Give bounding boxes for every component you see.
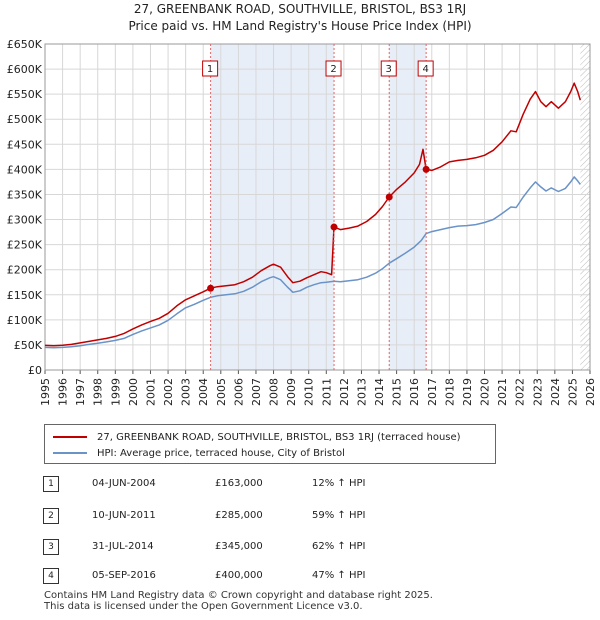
sale-hpi-change: 62% ↑ HPI — [312, 541, 366, 552]
sale-marker-box — [380, 60, 397, 77]
y-tick-label: £200K — [7, 264, 43, 277]
sale-marker-box — [417, 60, 434, 77]
x-tick-label: 2020 — [479, 378, 492, 406]
x-tick-label: 2001 — [144, 378, 157, 406]
sale-marker-number: 1 — [207, 64, 213, 75]
y-tick-label: £350K — [7, 188, 43, 201]
legend-swatch-hpi — [53, 452, 87, 454]
x-tick-label: 2009 — [285, 378, 298, 406]
sale-hpi-change: 47% ↑ HPI — [312, 570, 366, 581]
sales-table: 1 04-JUN-2004 £163,000 12% ↑ HPI 2 10-JU… — [0, 474, 600, 586]
chart-title-line1: 27, GREENBANK ROAD, SOUTHVILLE, BRISTOL,… — [133, 2, 467, 16]
hpi-line — [44, 176, 581, 349]
x-tick-label: 2015 — [391, 378, 404, 406]
sale-marker-number: 3 — [386, 64, 392, 75]
x-tick-label: 2025 — [566, 378, 579, 406]
legend: 27, GREENBANK ROAD, SOUTHVILLE, BRISTOL,… — [44, 424, 496, 464]
sale-number-badge: 1 — [43, 476, 59, 492]
x-tick-label: 1998 — [92, 378, 105, 406]
sale-date: 05-SEP-2016 — [92, 570, 156, 581]
footer-licence: This data is licensed under the Open Gov… — [44, 601, 363, 612]
sale-date: 31-JUL-2014 — [92, 541, 154, 552]
sale-marker-number: 4 — [422, 64, 428, 75]
x-tick-label: 2013 — [355, 378, 368, 406]
table-row: 2 10-JUN-2011 £285,000 59% ↑ HPI — [0, 506, 600, 526]
sale-marker-box — [202, 60, 219, 77]
sale-price: £285,000 — [215, 510, 263, 521]
footer: Contains HM Land Registry data © Crown c… — [44, 590, 433, 612]
shaded-period — [389, 44, 427, 370]
sale-number-badge: 3 — [43, 539, 59, 555]
x-tick-label: 2000 — [127, 378, 140, 406]
x-tick-label: 2007 — [250, 378, 263, 406]
x-tick-label: 2026 — [584, 378, 597, 406]
x-tick-label: 2014 — [373, 378, 386, 406]
table-row: 4 05-SEP-2016 £400,000 47% ↑ HPI — [0, 566, 600, 586]
legend-item-hpi: HPI: Average price, terraced house, City… — [53, 446, 345, 460]
y-tick-label: £0 — [28, 364, 42, 377]
x-tick-label: 2004 — [197, 378, 210, 406]
legend-swatch-property — [53, 436, 87, 438]
forecast-hatch — [580, 44, 590, 370]
y-tick-label: £450K — [7, 138, 43, 151]
y-tick-label: £500K — [7, 113, 43, 126]
y-tick-label: £150K — [7, 289, 43, 302]
x-tick-label: 2011 — [320, 378, 333, 406]
x-tick-label: 1999 — [109, 378, 122, 406]
x-tick-label: 2008 — [268, 378, 281, 406]
table-row: 3 31-JUL-2014 £345,000 62% ↑ HPI — [0, 537, 600, 557]
x-tick-label: 2005 — [215, 378, 228, 406]
sale-point — [422, 165, 430, 173]
table-row: 1 04-JUN-2004 £163,000 12% ↑ HPI — [0, 474, 600, 494]
y-tick-label: £550K — [7, 88, 43, 101]
sale-number-badge: 2 — [43, 508, 59, 524]
y-tick-label: £400K — [7, 163, 43, 176]
sale-hpi-change: 12% ↑ HPI — [312, 478, 366, 489]
sale-point — [385, 193, 393, 201]
x-tick-label: 2010 — [303, 378, 316, 406]
sale-price: £400,000 — [215, 570, 263, 581]
y-tick-label: £250K — [7, 239, 43, 252]
plot-border — [44, 43, 591, 371]
sale-date: 10-JUN-2011 — [92, 510, 156, 521]
y-tick-label: £100K — [7, 314, 43, 327]
legend-item-property: 27, GREENBANK ROAD, SOUTHVILLE, BRISTOL,… — [53, 430, 461, 444]
chart-title-line2: Price paid vs. HM Land Registry's House … — [128, 19, 472, 33]
x-tick-label: 2006 — [232, 378, 245, 406]
sale-hpi-change: 59% ↑ HPI — [312, 510, 366, 521]
sale-date: 04-JUN-2004 — [92, 478, 156, 489]
legend-label-property: 27, GREENBANK ROAD, SOUTHVILLE, BRISTOL,… — [97, 431, 461, 443]
x-tick-label: 1995 — [39, 378, 52, 406]
x-tick-label: 2017 — [426, 378, 439, 406]
y-tick-label: £50K — [14, 339, 43, 352]
x-tick-label: 2003 — [180, 378, 193, 406]
sale-point — [207, 284, 215, 292]
y-tick-label: £600K — [7, 63, 43, 76]
x-tick-label: 2023 — [531, 378, 544, 406]
x-tick-label: 1997 — [74, 378, 87, 406]
property-price-line — [44, 82, 582, 347]
x-tick-label: 2022 — [514, 378, 527, 406]
y-tick-label: £300K — [7, 214, 43, 227]
x-tick-label: 2021 — [496, 378, 509, 406]
footer-copyright: Contains HM Land Registry data © Crown c… — [44, 590, 433, 601]
legend-label-hpi: HPI: Average price, terraced house, City… — [97, 447, 345, 459]
sale-price: £345,000 — [215, 541, 263, 552]
sale-marker-box — [325, 60, 342, 77]
sale-number-badge: 4 — [43, 568, 59, 584]
shaded-period — [210, 44, 335, 370]
sale-marker-number: 2 — [330, 64, 336, 75]
sale-price: £163,000 — [215, 478, 263, 489]
sale-point — [330, 223, 338, 231]
x-tick-label: 2012 — [338, 378, 351, 406]
x-tick-label: 2024 — [549, 378, 562, 406]
x-tick-label: 2018 — [443, 378, 456, 406]
y-tick-label: £650K — [7, 38, 43, 51]
price-chart: £0 £50K £100K £150K £200K £250K £300K £350K £400… — [7, 38, 597, 406]
x-tick-label: 2016 — [408, 378, 421, 406]
x-tick-label: 1996 — [57, 378, 70, 406]
x-tick-label: 2002 — [162, 378, 175, 406]
x-tick-label: 2019 — [461, 378, 474, 406]
